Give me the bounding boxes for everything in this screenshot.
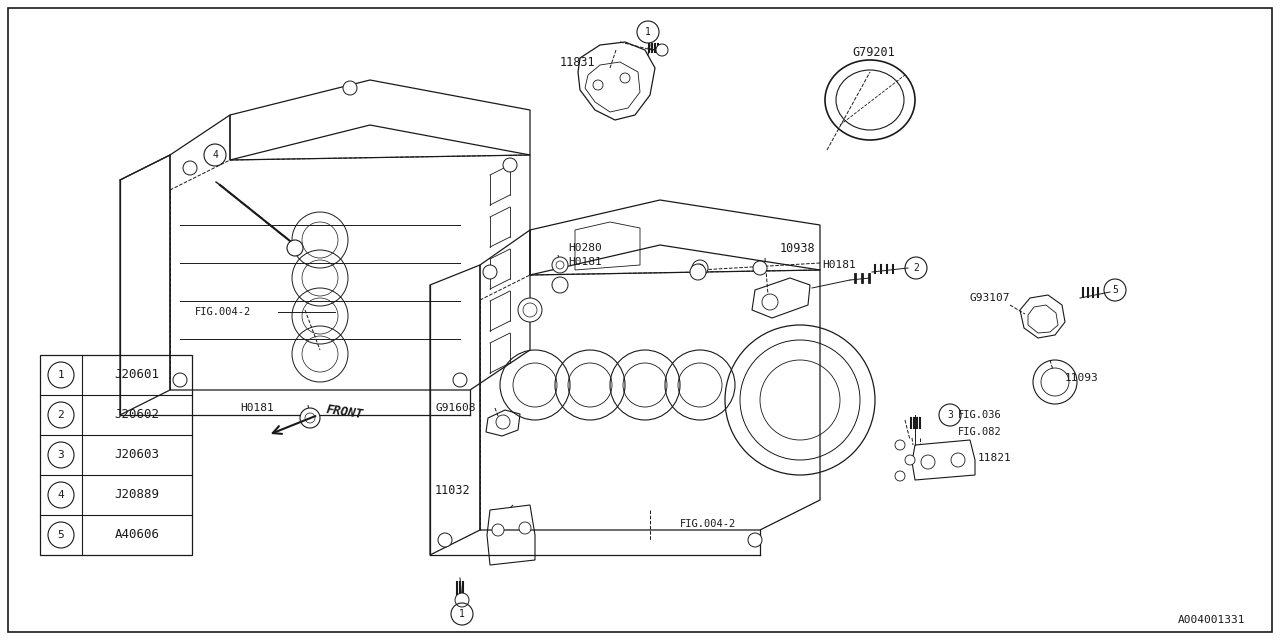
Circle shape [552,257,568,273]
Circle shape [183,161,197,175]
Text: 10938: 10938 [780,241,815,255]
Text: A40606: A40606 [114,529,160,541]
Circle shape [895,440,905,450]
Text: FIG.004-2: FIG.004-2 [195,307,251,317]
Circle shape [497,415,509,429]
Text: 11093: 11093 [1065,373,1098,383]
Circle shape [518,298,541,322]
Circle shape [492,524,504,536]
Text: 5: 5 [58,530,64,540]
Circle shape [173,373,187,387]
Text: A004001331: A004001331 [1178,615,1245,625]
Text: FIG.082: FIG.082 [957,427,1002,437]
Circle shape [343,81,357,95]
Circle shape [518,522,531,534]
Text: G91608: G91608 [435,403,475,413]
Circle shape [453,373,467,387]
Text: H0181: H0181 [241,403,274,413]
Circle shape [753,261,767,275]
Text: 11821: 11821 [978,453,1011,463]
Circle shape [922,455,934,469]
Circle shape [657,44,668,56]
Circle shape [692,260,708,276]
Circle shape [438,533,452,547]
Text: 2: 2 [58,410,64,420]
Text: 1: 1 [645,27,652,37]
Text: 11831: 11831 [561,56,595,68]
Text: 11032: 11032 [435,483,471,497]
Text: 4: 4 [212,150,218,160]
Circle shape [951,453,965,467]
Circle shape [552,277,568,293]
Text: J20889: J20889 [114,488,160,502]
Text: J20601: J20601 [114,369,160,381]
Circle shape [620,73,630,83]
Circle shape [287,240,303,256]
Text: H0280: H0280 [568,243,602,253]
Text: J20602: J20602 [114,408,160,422]
Text: G79201: G79201 [852,47,895,60]
Text: G93107: G93107 [970,293,1010,303]
Text: H0181: H0181 [568,257,602,267]
Circle shape [748,533,762,547]
Text: FIG.036: FIG.036 [957,410,1002,420]
Circle shape [300,408,320,428]
Text: 5: 5 [1112,285,1117,295]
Text: 2: 2 [913,263,919,273]
Circle shape [454,593,468,607]
Text: 1: 1 [460,609,465,619]
Circle shape [593,80,603,90]
Circle shape [895,471,905,481]
Circle shape [503,158,517,172]
Circle shape [762,294,778,310]
Text: H0181: H0181 [822,260,856,270]
Circle shape [690,264,707,280]
Circle shape [905,455,915,465]
Text: FIG.004-2: FIG.004-2 [680,519,736,529]
Text: 4: 4 [58,490,64,500]
Text: 3: 3 [947,410,952,420]
Text: FRONT: FRONT [325,403,364,421]
Circle shape [483,265,497,279]
Text: 1: 1 [58,370,64,380]
Text: J20603: J20603 [114,449,160,461]
Text: 3: 3 [58,450,64,460]
